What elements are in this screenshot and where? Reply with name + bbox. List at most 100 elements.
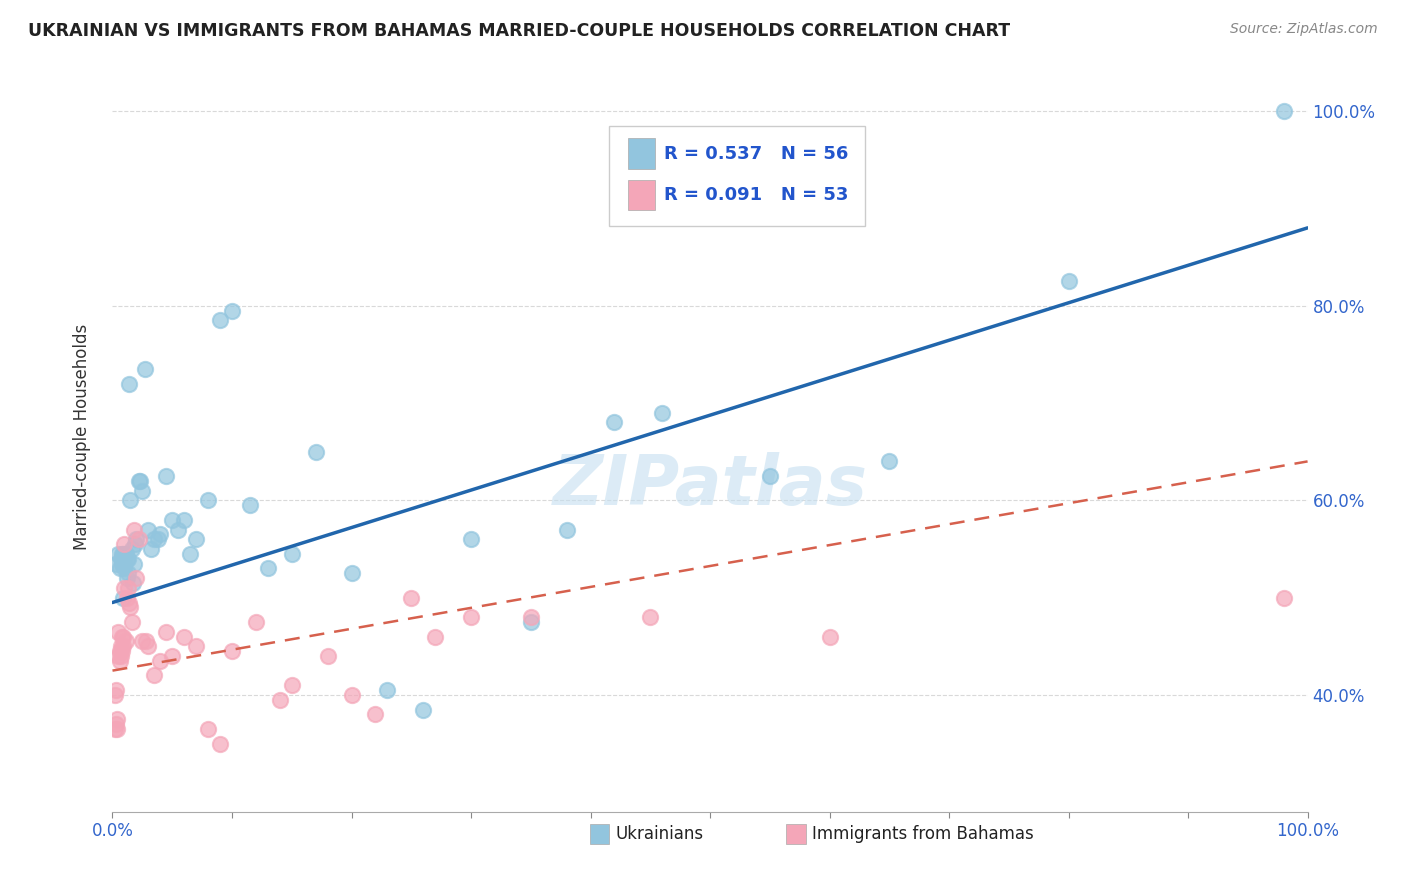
Point — [110, 648, 132, 663]
Point — [122, 557, 145, 571]
Point — [759, 469, 782, 483]
Point — [117, 566, 139, 581]
Point — [114, 547, 136, 561]
Point — [134, 362, 156, 376]
Point — [316, 648, 339, 663]
Point — [1057, 274, 1080, 288]
Point — [128, 474, 150, 488]
Point — [111, 630, 134, 644]
Point — [124, 537, 146, 551]
Point — [460, 533, 482, 547]
Point — [520, 615, 543, 629]
Point — [115, 551, 138, 566]
Point — [281, 547, 304, 561]
Point — [340, 566, 363, 581]
Point — [555, 523, 578, 537]
Text: Immigrants from Bahamas: Immigrants from Bahamas — [813, 825, 1033, 843]
Point — [162, 648, 183, 663]
Point — [111, 644, 134, 658]
Point — [111, 557, 134, 571]
Point — [135, 634, 157, 648]
Point — [139, 541, 162, 556]
Point — [105, 722, 128, 736]
Point — [108, 654, 131, 668]
Point — [118, 595, 141, 609]
Point — [114, 581, 135, 595]
Point — [377, 683, 399, 698]
Point — [167, 523, 190, 537]
Point — [146, 533, 169, 547]
Point — [110, 551, 132, 566]
Point — [117, 551, 139, 566]
Point — [138, 640, 160, 654]
Point — [281, 678, 304, 692]
Point — [105, 717, 128, 731]
Point — [155, 624, 177, 639]
Point — [128, 533, 150, 547]
Point — [149, 654, 172, 668]
Point — [114, 537, 135, 551]
Point — [129, 474, 152, 488]
Point — [115, 591, 138, 605]
Point — [114, 561, 135, 575]
Point — [105, 557, 128, 571]
Point — [108, 561, 131, 575]
Y-axis label: Married-couple Households: Married-couple Households — [73, 324, 91, 550]
Point — [138, 523, 160, 537]
Point — [107, 547, 129, 561]
Text: Ukrainians: Ukrainians — [616, 825, 704, 843]
Text: ZIPatlas: ZIPatlas — [553, 452, 868, 519]
Point — [143, 533, 166, 547]
Point — [104, 688, 127, 702]
Point — [125, 533, 148, 547]
Point — [197, 493, 219, 508]
Point — [118, 376, 141, 391]
Point — [107, 624, 129, 639]
Point — [520, 610, 543, 624]
Point — [155, 469, 177, 483]
Point — [245, 615, 267, 629]
Point — [197, 722, 219, 736]
Point — [173, 630, 195, 644]
Point — [603, 416, 626, 430]
Point — [121, 615, 143, 629]
Point — [340, 688, 363, 702]
Point — [186, 640, 208, 654]
Point — [112, 640, 135, 654]
Point — [179, 547, 201, 561]
Point — [209, 737, 232, 751]
Point — [149, 527, 172, 541]
Point — [112, 547, 135, 561]
Point — [112, 591, 135, 605]
Point — [209, 313, 232, 327]
Point — [121, 576, 143, 591]
Point — [131, 483, 153, 498]
Point — [239, 498, 262, 512]
Point — [110, 640, 132, 654]
Point — [401, 591, 423, 605]
Point — [186, 533, 208, 547]
Point — [221, 644, 243, 658]
Point — [269, 693, 291, 707]
Point — [305, 444, 328, 458]
Point — [425, 630, 447, 644]
Point — [640, 610, 662, 624]
Point — [651, 406, 673, 420]
Text: R = 0.537   N = 56: R = 0.537 N = 56 — [664, 145, 848, 162]
Point — [173, 513, 195, 527]
Point — [120, 600, 142, 615]
Point — [108, 644, 131, 658]
Point — [257, 561, 280, 575]
Point — [122, 523, 145, 537]
Point — [114, 634, 136, 648]
Point — [125, 571, 148, 585]
Point — [1272, 104, 1295, 119]
Point — [105, 683, 128, 698]
Point — [162, 513, 183, 527]
Point — [460, 610, 482, 624]
Point — [131, 634, 153, 648]
Point — [121, 541, 143, 556]
Point — [879, 454, 901, 468]
Point — [112, 630, 135, 644]
Point — [115, 571, 138, 585]
